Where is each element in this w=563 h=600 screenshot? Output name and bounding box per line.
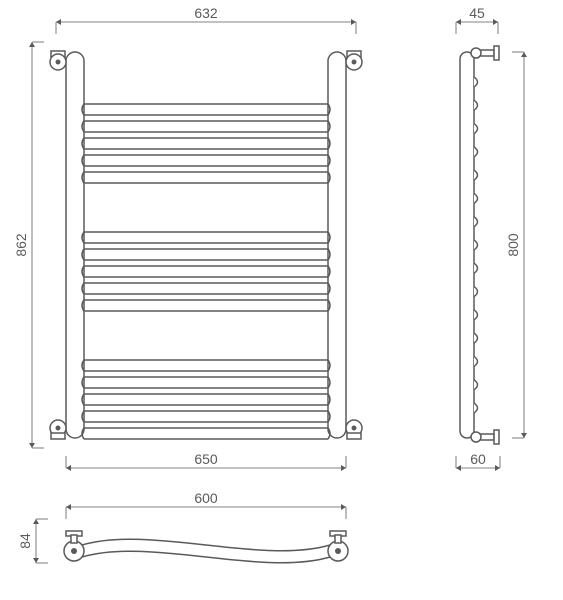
dimension-label: 45 [469,5,485,21]
front-view [66,52,346,439]
dimension-label: 60 [470,451,486,467]
dimension-label: 800 [505,233,521,257]
dimension-label: 862 [13,233,29,257]
side-view [460,46,499,444]
dimension-label: 632 [194,5,218,21]
dimension-label: 600 [194,490,218,506]
top-view [64,531,348,563]
dimension-label: 84 [17,533,33,549]
dimension-label: 650 [194,451,218,467]
